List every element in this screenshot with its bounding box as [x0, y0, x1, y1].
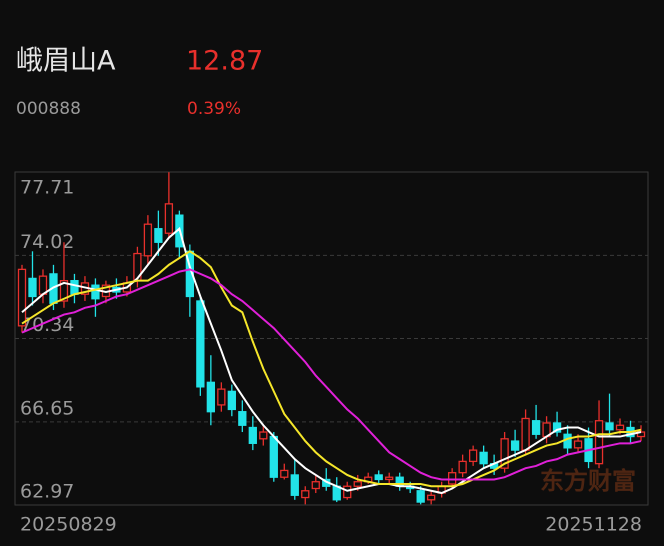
stock-price: 12.87 — [186, 46, 263, 77]
candle-body — [458, 460, 467, 474]
candle-body — [510, 440, 520, 451]
candle-body — [206, 381, 215, 413]
candle-body — [17, 268, 27, 327]
candle-body — [552, 422, 562, 433]
candle-body — [91, 284, 100, 300]
candle-body — [70, 280, 79, 295]
y-tick-label: 66.65 — [20, 397, 74, 419]
candle-body — [385, 476, 394, 481]
candle-body — [563, 433, 572, 449]
candle-body — [301, 490, 310, 499]
candle-body — [238, 411, 247, 426]
candle-body — [227, 390, 236, 411]
candle-body — [343, 485, 352, 499]
x-tick-label: 20250829 — [20, 514, 117, 536]
candle-body — [573, 440, 583, 449]
candle-body — [280, 469, 289, 478]
candle-body — [290, 474, 299, 496]
moving-average-line — [21, 268, 642, 481]
candle-body — [374, 474, 383, 481]
stock-name: 峨眉山A — [16, 46, 116, 77]
candle-body — [248, 426, 257, 444]
watermark: 东方财富 — [540, 467, 636, 495]
candle-body — [196, 300, 205, 388]
candle-body — [269, 435, 278, 478]
candle-body — [164, 203, 174, 234]
candle-body — [521, 417, 530, 451]
candle-body — [468, 449, 478, 463]
candle-body — [311, 481, 320, 490]
candle-body — [154, 228, 163, 243]
candle-body — [143, 223, 153, 257]
y-tick-label: 74.02 — [20, 231, 74, 253]
candle-body — [500, 438, 509, 469]
candle-body — [594, 420, 604, 465]
candle-body — [479, 451, 488, 465]
candle-body — [531, 420, 541, 435]
candle-body — [28, 277, 37, 298]
candle-body — [605, 422, 614, 431]
candle-body — [59, 280, 69, 302]
candle-body — [416, 490, 425, 503]
candle-body — [353, 481, 362, 487]
moving-average-line — [21, 250, 642, 488]
moving-average-line — [21, 226, 642, 495]
stock-code: 000888 — [16, 99, 81, 119]
candle-body — [259, 431, 268, 440]
candle-body — [427, 494, 436, 501]
candle-body — [615, 424, 625, 431]
candle-body — [217, 388, 226, 406]
candle-body — [448, 472, 457, 485]
y-tick-label: 77.71 — [20, 177, 74, 199]
x-tick-label: 20251128 — [545, 514, 642, 536]
price-change: 0.39% — [187, 99, 241, 119]
y-tick-label: 62.97 — [20, 481, 74, 503]
y-tick-label: 70.34 — [20, 314, 74, 336]
